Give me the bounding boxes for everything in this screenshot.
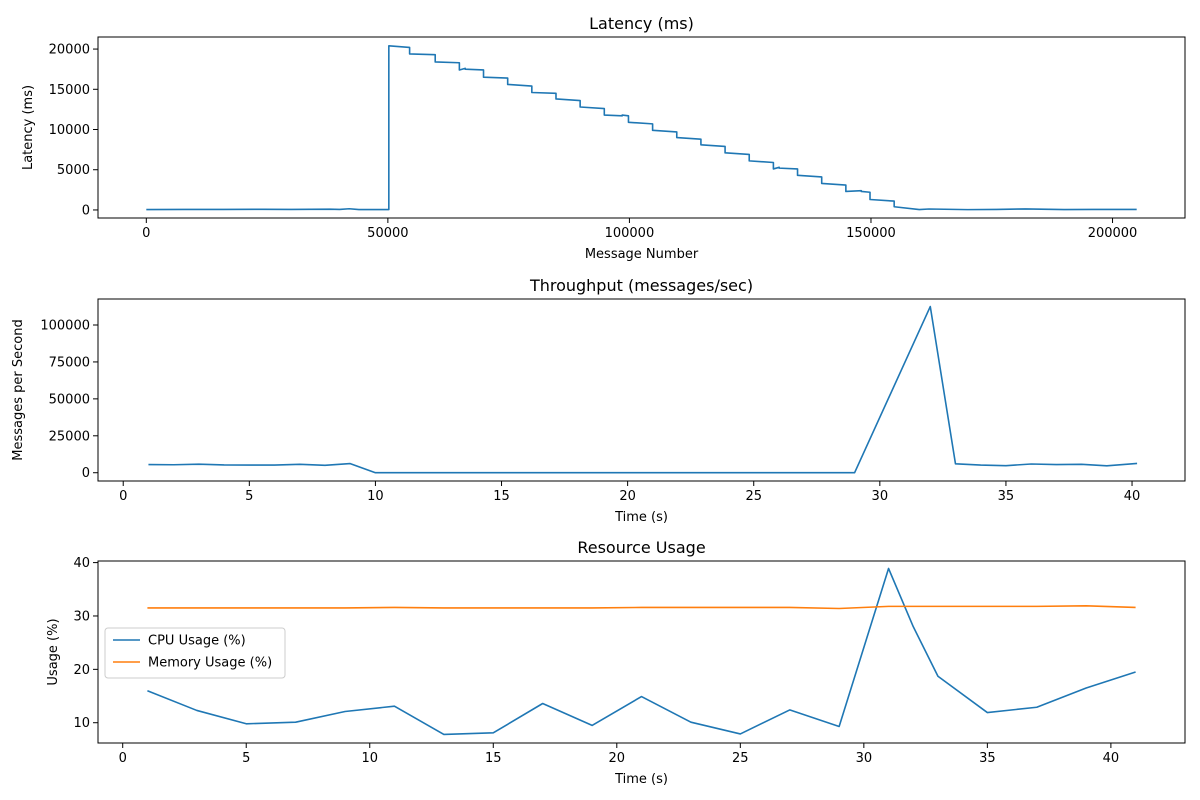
y-tick-label: 5000 bbox=[57, 163, 90, 178]
x-tick-label: 5 bbox=[242, 751, 250, 766]
x-tick-label: 10 bbox=[361, 751, 378, 766]
series-line-1 bbox=[147, 567, 1136, 736]
x-tick-label: 35 bbox=[998, 489, 1015, 504]
subplot-3: 0 5 10 15 20 25 30 35 40 10 20 30 40 Resource Usage Ti… bbox=[46, 538, 1186, 787]
x-tick-label: 20 bbox=[609, 751, 626, 766]
x-tick-label: 30 bbox=[856, 751, 873, 766]
x-tick-label: 0 bbox=[119, 751, 127, 766]
y-tick-label: 0 bbox=[82, 466, 90, 481]
legend-label: CPU Usage (%) bbox=[148, 634, 246, 649]
x-tick-label: 25 bbox=[732, 751, 749, 766]
y-tick-label: 50000 bbox=[49, 392, 90, 407]
x-tick-label: 30 bbox=[872, 489, 889, 504]
chart-title: Latency (ms) bbox=[589, 14, 694, 33]
y-axis-label: Messages per Second bbox=[11, 319, 26, 460]
x-tick-label: 40 bbox=[1103, 751, 1120, 766]
x-tick-label: 10 bbox=[367, 489, 384, 504]
y-tick-label: 100000 bbox=[40, 319, 90, 334]
chart-title: Throughput (messages/sec) bbox=[529, 276, 753, 295]
y-axis-label: Latency (ms) bbox=[21, 85, 36, 170]
chart-title: Resource Usage bbox=[577, 538, 705, 557]
series-line-1 bbox=[146, 45, 1137, 211]
x-tick-label: 50000 bbox=[367, 226, 408, 241]
subplot-1: 0 50000 100000 150000 200000 0 5000 10000 15000 2… bbox=[21, 14, 1186, 262]
x-tick-label: 15 bbox=[485, 751, 502, 766]
x-axis-label: Message Number bbox=[585, 247, 699, 262]
x-tick-label: 40 bbox=[1124, 489, 1141, 504]
series-line-1 bbox=[148, 305, 1138, 474]
y-tick-label: 25000 bbox=[49, 429, 90, 444]
plot-frame bbox=[97, 36, 1186, 219]
x-tick-label: 35 bbox=[979, 751, 996, 766]
x-tick-label: 15 bbox=[493, 489, 510, 504]
plot-frame bbox=[97, 298, 1186, 482]
y-tick-label: 15000 bbox=[49, 83, 90, 98]
y-tick-label: 75000 bbox=[49, 355, 90, 370]
x-axis-label: Time (s) bbox=[614, 510, 668, 525]
plot-frame bbox=[97, 560, 1186, 744]
y-axis-label: Usage (%) bbox=[46, 618, 61, 685]
x-tick-label: 0 bbox=[119, 489, 127, 504]
y-tick-label: 20 bbox=[73, 663, 90, 678]
legend: CPU Usage (%) Memory Usage (%) bbox=[104, 627, 286, 679]
y-tick-label: 10000 bbox=[49, 123, 90, 138]
y-tick-label: 20000 bbox=[49, 43, 90, 58]
series-line-2 bbox=[147, 605, 1136, 610]
subplot-2: 0 5 10 15 20 25 30 35 40 0 25000 50000 75000 100000 Th… bbox=[11, 276, 1186, 525]
x-tick-label: 150000 bbox=[846, 226, 896, 241]
x-axis-label: Time (s) bbox=[614, 772, 668, 787]
legend-label: Memory Usage (%) bbox=[148, 656, 272, 671]
x-tick-label: 20 bbox=[619, 489, 636, 504]
x-tick-label: 100000 bbox=[605, 226, 655, 241]
x-tick-label: 5 bbox=[245, 489, 253, 504]
y-tick-label: 40 bbox=[73, 556, 90, 571]
y-tick-label: 0 bbox=[82, 203, 90, 218]
y-tick-label: 10 bbox=[73, 716, 90, 731]
x-tick-label: 25 bbox=[745, 489, 762, 504]
y-tick-label: 30 bbox=[73, 609, 90, 624]
x-tick-label: 200000 bbox=[1088, 226, 1138, 241]
x-tick-label: 0 bbox=[142, 226, 150, 241]
legend-box bbox=[104, 627, 286, 679]
